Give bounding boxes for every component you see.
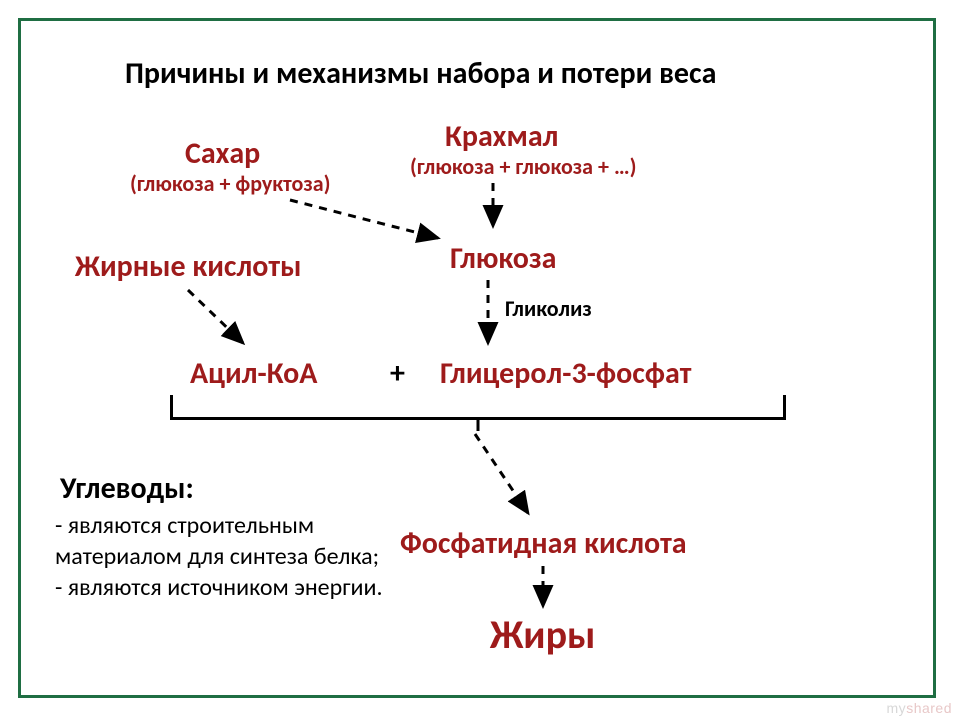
- carbs-body: - являются строительным материалом для с…: [55, 510, 385, 604]
- node-fatty-acids: Жирные кислоты: [75, 248, 301, 285]
- node-starch: Крахмал: [445, 118, 558, 155]
- label-glycolysis: Гликолиз: [505, 295, 592, 322]
- reaction-bracket: [170, 395, 786, 420]
- node-g3p: Глицерол-3-фосфат: [440, 355, 691, 392]
- node-sugar-sub: (глюкоза + фруктоза): [130, 170, 330, 197]
- carbs-heading: Углеводы:: [60, 470, 194, 507]
- node-fats: Жиры: [490, 610, 596, 659]
- node-acyl: Ацил-КоА: [190, 355, 317, 392]
- node-sugar: Сахар: [185, 135, 260, 172]
- node-phos-acid: Фосфатидная кислота: [400, 525, 687, 562]
- node-starch-sub: (глюкоза + глюкоза + …): [410, 153, 636, 180]
- node-glucose: Глюкоза: [450, 240, 557, 277]
- diagram-title: Причины и механизмы набора и потери веса: [125, 55, 716, 92]
- plus-sign: +: [390, 355, 405, 392]
- watermark: myshared: [887, 700, 952, 716]
